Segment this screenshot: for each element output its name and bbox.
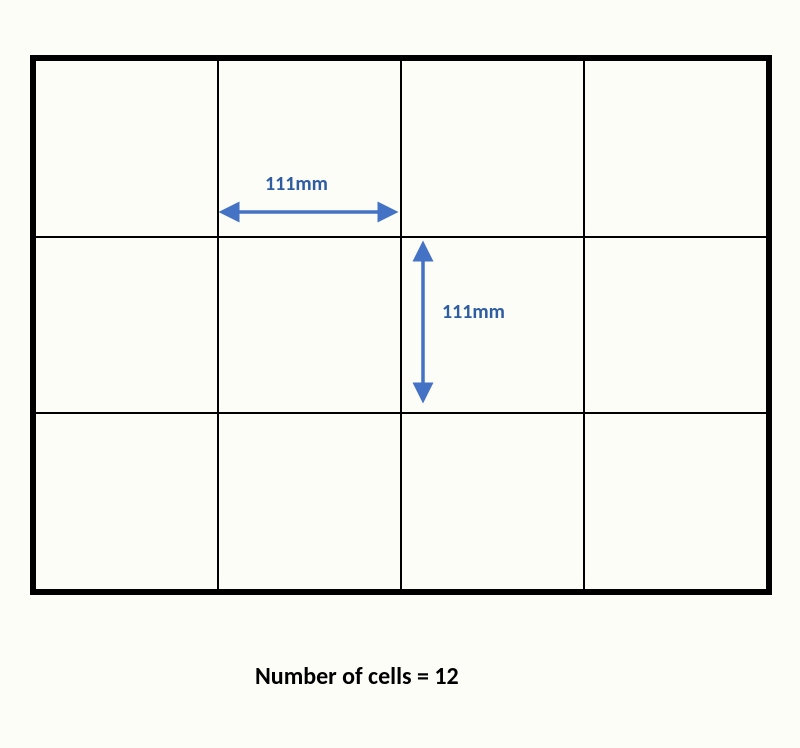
grid-cell [218,413,401,590]
grid-cell [401,60,584,237]
caption-text: Number of cells = 12 [255,662,459,691]
grid-cell [35,237,218,414]
grid-cell [584,413,767,590]
grid-container [30,55,772,595]
grid-cell [218,237,401,414]
vertical-dimension-label: 111mm [442,300,505,324]
grid-cell [584,237,767,414]
grid-cell [218,60,401,237]
grid-cell [35,60,218,237]
grid-cell [401,237,584,414]
grid-cell [35,413,218,590]
grid-cell [401,413,584,590]
grid-cell [584,60,767,237]
grid-inner [35,60,767,590]
horizontal-dimension-label: 111mm [265,172,328,196]
